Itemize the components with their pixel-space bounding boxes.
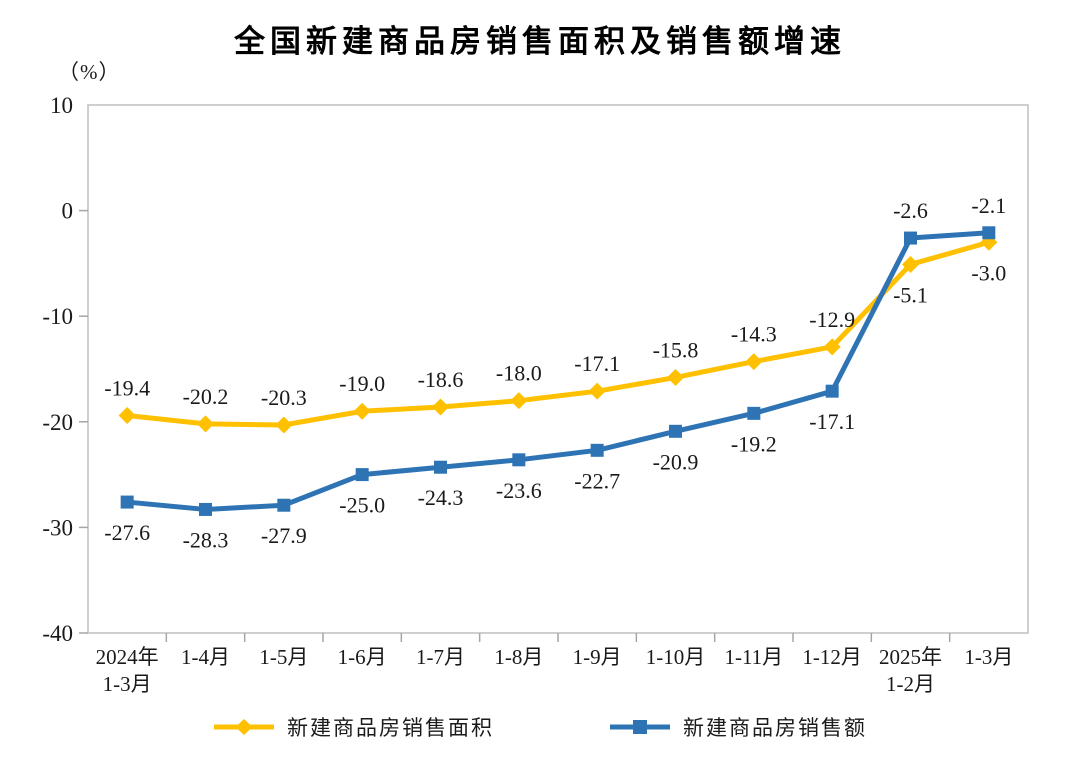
series-line-0 [124,239,992,428]
legend-item-sales-amount: 新建商品房销售额 [609,712,867,742]
data-point-marker [902,255,919,273]
data-label: -20.9 [653,449,699,474]
data-label: -24.3 [418,485,464,510]
data-point-marker [823,338,841,356]
data-point-marker [434,460,447,474]
data-point-marker [355,468,369,482]
data-label: -27.9 [261,523,307,548]
y-axis-tick-label: -40 [42,621,73,646]
data-label: -12.9 [809,307,855,332]
data-label: -2.6 [893,198,928,223]
y-axis-tick-label: -20 [42,410,73,435]
x-axis-tick-label: 1-5月 [259,645,308,669]
data-point-marker [667,368,684,386]
data-point-marker [745,353,763,371]
data-point-marker [512,453,526,467]
data-point-marker [590,443,604,457]
data-label: -23.6 [496,478,542,503]
x-axis-tick-label: 1-6月 [338,645,387,669]
legend-label-sales-amount: 新建商品房销售额 [683,716,867,740]
data-point-marker [118,406,136,424]
data-point-marker [353,402,371,420]
data-label: -18.0 [496,361,542,386]
chart-legend: 新建商品房销售面积 新建商品房销售额 [0,712,1080,742]
legend-line-square-icon [610,720,670,734]
legend-item-sales-area: 新建商品房销售面积 [213,712,494,742]
data-label: -15.8 [653,337,699,362]
data-label: -19.2 [731,431,777,456]
y-axis-tick-label: -10 [42,304,73,329]
data-label: -28.3 [183,527,229,552]
data-point-marker [982,226,996,240]
x-axis-tick-label: 1-9月 [573,645,622,669]
data-point-marker [277,498,291,512]
data-label: -20.3 [261,385,307,410]
data-label: -20.2 [183,384,229,409]
x-axis-tick-label: 1-10月 [646,645,706,669]
x-axis-tick-label: 2025年 1-2月 [879,645,942,696]
data-label: -17.1 [574,351,620,376]
x-axis-tick-label: 1-3月 [964,645,1013,669]
x-axis-tick-label: 1-8月 [494,645,543,669]
data-point-marker [588,382,606,400]
data-point-marker [747,406,761,420]
x-axis-tick-label: 2024年 1-3月 [96,645,159,696]
data-label: -22.7 [574,468,620,493]
data-point-marker [510,392,528,410]
data-point-marker [197,415,214,433]
data-label: -19.4 [104,375,150,400]
data-label: -5.1 [893,282,928,307]
x-axis-tick-label: 1-11月 [724,645,783,669]
y-axis-unit-label: （%） [58,60,121,84]
y-axis-tick-label: 0 [62,199,74,224]
data-point-marker [825,384,839,398]
x-axis-tick-label: 1-12月 [802,645,862,669]
data-label: -19.0 [339,371,385,396]
data-point-marker [120,495,134,509]
plot-border [87,104,1029,634]
data-point-marker [275,416,293,434]
chart-title: 全国新建商品房销售面积及销售额增速 [234,24,846,59]
data-label: -17.1 [809,409,855,434]
data-point-marker [199,502,212,516]
data-label: -27.6 [104,520,150,545]
data-label: -2.1 [971,193,1006,218]
legend-line-diamond-icon [214,719,274,735]
y-axis-tick-label: -30 [42,515,73,540]
x-axis-tick-label: 1-7月 [416,645,465,669]
data-point-marker [432,398,449,416]
data-label: -25.0 [339,493,385,518]
series-line-1 [124,230,992,512]
data-label: -18.6 [418,367,464,392]
legend-label-sales-area: 新建商品房销售面积 [287,716,494,740]
data-point-marker [904,231,917,245]
x-axis-tick-label: 1-4月 [181,645,230,669]
data-label: -14.3 [731,322,777,347]
data-label: -3.0 [971,260,1006,285]
data-point-marker [669,424,682,438]
y-axis-tick-label: 10 [50,93,73,118]
